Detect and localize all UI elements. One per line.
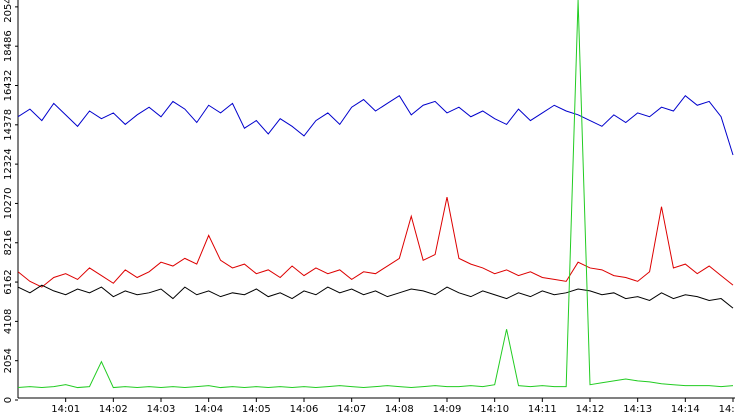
y-tick-label: 14378 [3,109,14,141]
x-tick-label: 14:05 [242,404,271,415]
y-tick-label: 16432 [3,70,14,102]
x-tick-label: 14:02 [99,404,128,415]
y-tick-label: 4108 [3,309,14,334]
series-line [18,284,734,309]
plot-area [18,0,734,389]
y-tick-label: 2054 [3,348,14,373]
y-tick-label: 20541 [3,0,14,23]
x-tick-label: 14:12 [576,404,605,415]
x-tick-label: 14:06 [290,404,319,415]
series-line [18,197,734,288]
y-tick-label: 10270 [3,188,14,220]
x-tick-label: 14:11 [528,404,557,415]
x-tick-label: 14:15 [719,404,735,415]
y-tick-label: 8216 [3,230,14,255]
y-tick-label: 6162 [3,269,14,294]
x-tick-label: 14:10 [480,404,509,415]
y-tick-label: 0 [3,397,14,403]
x-tick-label: 14:13 [623,404,652,415]
x-tick-label: 14:08 [385,404,414,415]
x-tick-label: 14:14 [671,404,700,415]
x-tick-label: 14:09 [433,404,462,415]
x-tick-label: 14:04 [194,404,223,415]
x-tick-label: 14:03 [147,404,176,415]
y-tick-label: 18486 [3,30,14,62]
series-line [18,0,734,389]
y-tick-label: 12324 [3,148,14,180]
series-line [18,94,734,156]
x-tick-label: 14:01 [51,404,80,415]
x-tick-label: 14:07 [337,404,366,415]
